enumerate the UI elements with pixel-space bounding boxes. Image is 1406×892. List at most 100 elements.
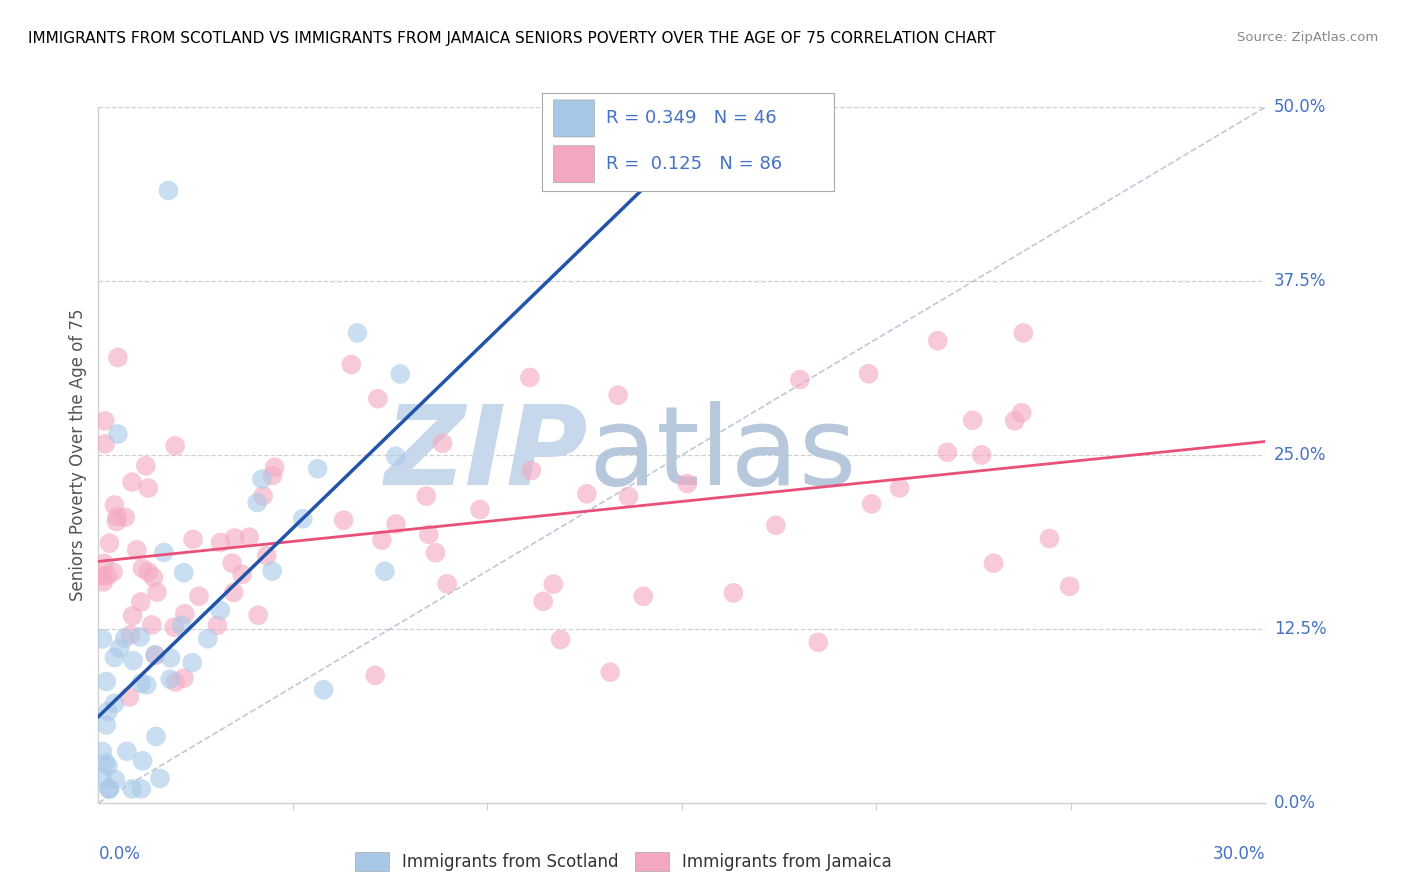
Point [676,476,699,491]
Point [389,367,412,381]
Point [617,490,640,504]
Point [104,772,127,787]
Point [98,781,121,796]
FancyBboxPatch shape [554,145,595,183]
Point [543,577,565,591]
Legend: Immigrants from Scotland, Immigrants from Jamaica: Immigrants from Scotland, Immigrants fro… [349,846,898,878]
Point [633,590,655,604]
Point [108,641,131,656]
Point [367,392,389,406]
Point [531,594,554,608]
Point [860,497,883,511]
Point [105,509,128,524]
Point [91,632,114,646]
Point [131,754,153,768]
Point [889,481,911,495]
Point [224,531,246,545]
Point [107,427,129,442]
Point [91,745,114,759]
Point [247,608,270,623]
Point [1004,414,1026,428]
Point [96,569,118,583]
Point [789,372,811,386]
Point [97,759,120,773]
Point [436,577,458,591]
Point [550,632,572,647]
Point [146,585,169,599]
Point [252,489,274,503]
Point [125,542,148,557]
Point [263,460,285,475]
Point [96,674,118,689]
Point [983,556,1005,570]
Point [129,630,152,644]
Point [121,475,143,489]
Point [765,518,787,533]
Point [165,675,187,690]
Point [170,618,193,632]
Point [114,631,136,645]
Point [181,656,204,670]
Text: IMMIGRANTS FROM SCOTLAND VS IMMIGRANTS FROM JAMAICA SENIORS POVERTY OVER THE AGE: IMMIGRANTS FROM SCOTLAND VS IMMIGRANTS F… [28,31,995,46]
Point [246,495,269,509]
Point [165,439,187,453]
Text: R =  0.125   N = 86: R = 0.125 N = 86 [606,155,782,173]
Point [332,513,354,527]
Point [153,545,176,559]
Point [207,618,229,632]
Point [371,533,394,547]
Point [291,512,314,526]
Point [122,654,145,668]
Point [807,635,830,649]
Point [256,549,278,563]
Point [136,481,159,495]
Point [94,437,117,451]
Point [97,781,120,796]
Point [91,771,114,785]
Point [120,628,142,642]
Point [159,651,181,665]
Point [519,370,541,384]
Point [374,564,396,578]
Point [364,668,387,682]
Point [121,608,143,623]
Point [575,487,598,501]
Text: ZIP: ZIP [385,401,589,508]
Point [209,603,232,617]
Text: 12.5%: 12.5% [1274,620,1326,638]
Point [1059,579,1081,593]
Point [1011,406,1033,420]
Point [103,498,125,512]
Point [418,527,440,541]
Point [425,546,447,560]
Point [188,590,211,604]
Point [131,781,153,796]
Point [312,682,335,697]
Point [101,565,124,579]
Point [340,358,363,372]
Point [145,648,167,663]
Point [149,772,172,786]
Point [114,510,136,524]
Point [346,326,368,340]
Point [135,678,157,692]
Point [159,672,181,686]
Point [138,565,160,579]
Text: 0.0%: 0.0% [98,845,141,863]
Point [520,464,543,478]
Point [222,585,245,599]
Point [142,570,165,584]
Point [962,413,984,427]
Point [1012,326,1035,340]
Point [432,436,454,450]
Point [173,566,195,580]
Point [262,468,284,483]
Point [97,705,120,719]
Text: 30.0%: 30.0% [1213,845,1265,863]
Point [173,671,195,685]
Point [129,676,152,690]
Point [858,367,880,381]
Point [607,388,630,402]
Text: 0.0%: 0.0% [1274,794,1316,812]
Point [107,351,129,365]
